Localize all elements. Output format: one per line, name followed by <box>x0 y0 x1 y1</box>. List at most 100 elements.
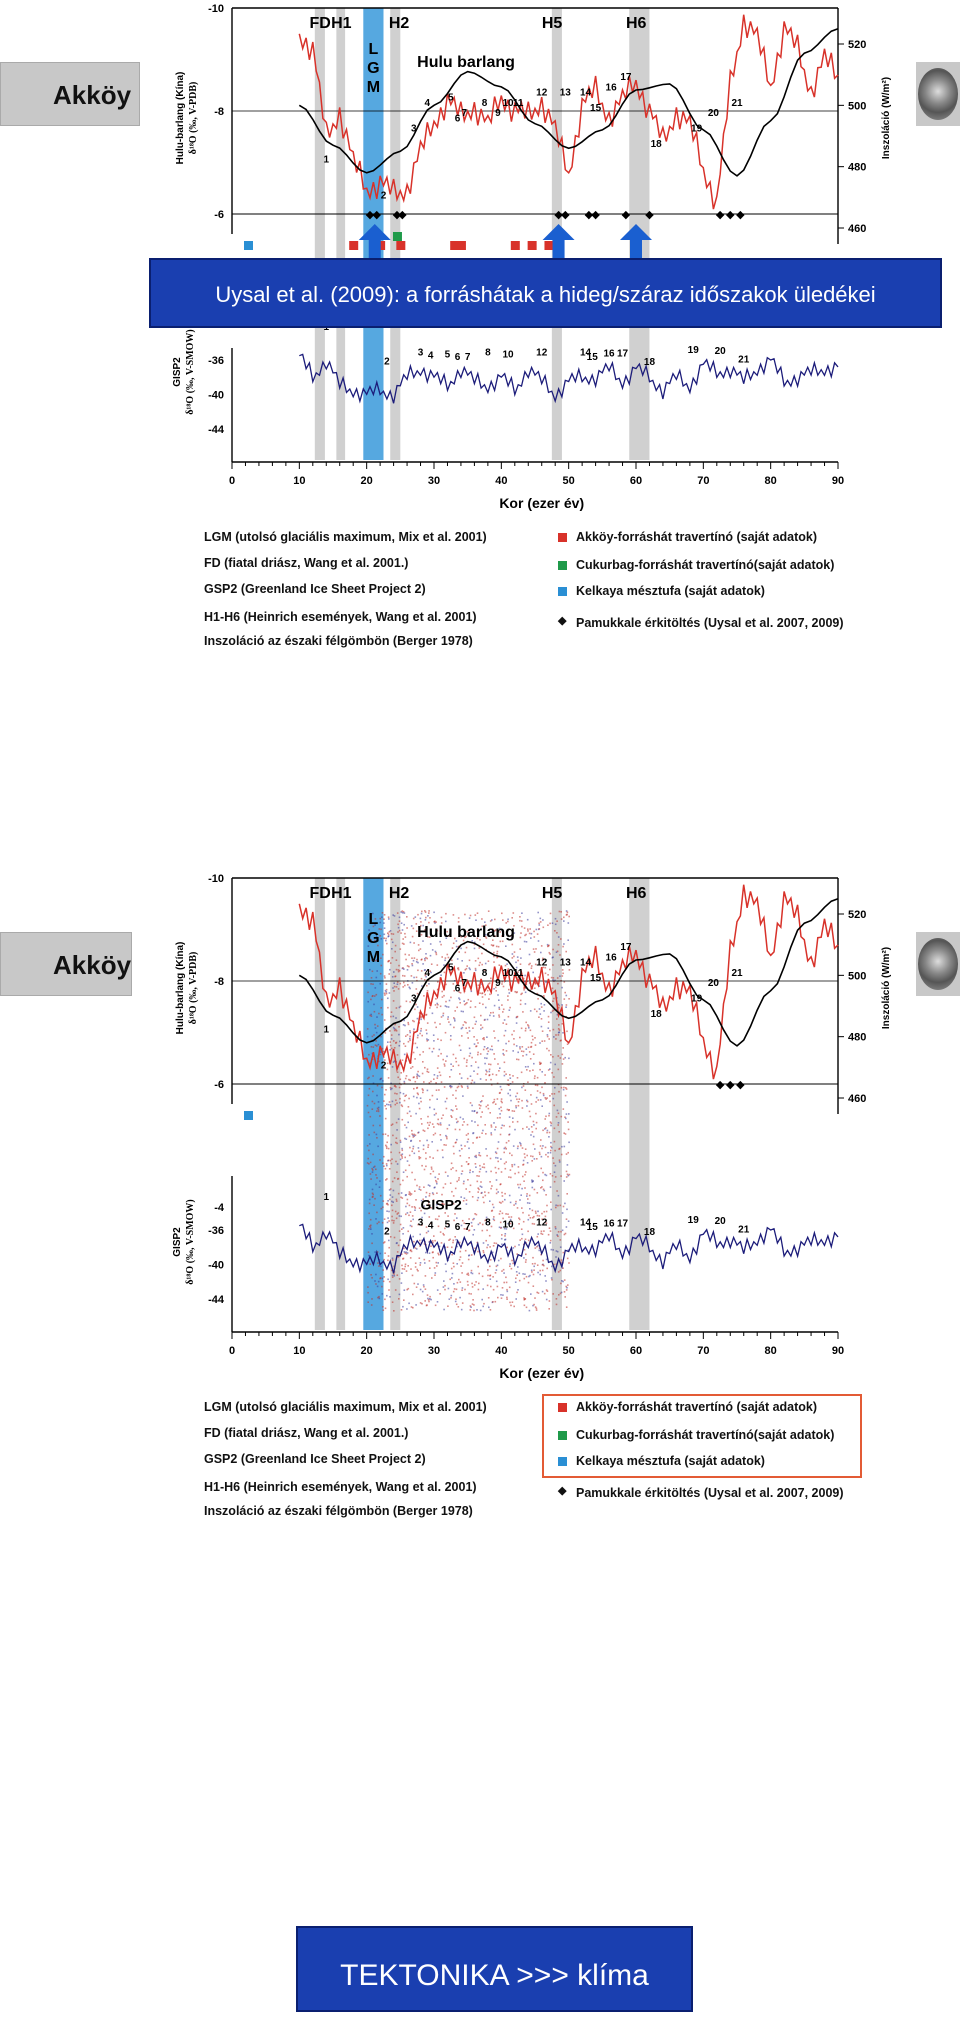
x-tick-label: 30 <box>428 475 440 487</box>
legend-akkoy: Akköy-forráshát travertínó (saját adatok… <box>576 1400 818 1414</box>
legend-fd: FD (fiatal driász, Wang et al. 2001.) <box>204 556 409 570</box>
pamukkale-diamond: ◆ <box>736 1079 745 1091</box>
gisp-event-number: 15 <box>587 1222 599 1233</box>
hulu-ylabel-2: δ¹⁸O (‰, V-PDB) <box>188 82 199 155</box>
insol-ylabel: Inszoláció (W/m²) <box>881 947 892 1029</box>
gisp-event-number: 4 <box>428 1220 434 1231</box>
gisp-event-number: 14 <box>580 348 592 359</box>
diamond-icon: ◆ <box>558 615 567 627</box>
caption-banner: TEKTONIKA >>> klíma <box>296 1926 693 2012</box>
lgm-label: M <box>367 79 380 96</box>
slide-1: Akköy -10 -8 -6 520 500 480 460 FD H1 H2 H5 H6 L G M Hu… <box>0 0 960 660</box>
event-number: 6 <box>455 983 461 994</box>
pamukkale-diamond: ◆ <box>736 209 745 221</box>
pamukkale-diamond: ◆ <box>554 209 563 221</box>
x-tick-label: 30 <box>428 1345 440 1357</box>
gisp-event-number: 18 <box>644 1227 656 1238</box>
gisp-event-number: 5 <box>445 349 451 360</box>
heinrich-band <box>336 878 346 1330</box>
event-number: 9 <box>495 978 501 989</box>
kelkaya-marker <box>558 1457 567 1466</box>
gisp-ylabel: GISP2 <box>172 357 183 387</box>
event-number: 10 <box>503 968 515 979</box>
pamukkale-diamond: ◆ <box>591 209 600 221</box>
x-tick-label: 0 <box>229 1345 235 1357</box>
insol-tick-label: 500 <box>848 970 866 982</box>
x-tick-label: 60 <box>630 1345 642 1357</box>
arrow-head <box>620 224 652 240</box>
arrow-head <box>542 224 575 240</box>
event-number: 9 <box>495 108 501 119</box>
cukurbag-square <box>392 232 402 241</box>
x-tick-label: 60 <box>630 475 642 487</box>
pamukkale-diamond: ◆ <box>366 209 375 221</box>
lgm-label: M <box>367 949 380 966</box>
gisp-event-number: 12 <box>536 1218 548 1229</box>
insol-tick-label: 500 <box>848 100 866 112</box>
event-number: 15 <box>590 973 602 984</box>
akkoy-square <box>510 241 520 250</box>
x-tick-label: 80 <box>765 475 777 487</box>
x-tick-label: 70 <box>697 475 709 487</box>
legend-insolation: Inszoláció az északi félgömbön (Berger 1… <box>204 634 473 648</box>
hulu-series-line <box>298 884 839 1080</box>
lgm-band <box>363 878 384 1330</box>
pamukkale-diamond: ◆ <box>726 209 735 221</box>
event-number: 13 <box>560 958 572 969</box>
gisp-event-number: 17 <box>617 349 629 360</box>
heinrich-band <box>314 8 325 460</box>
x-axis-title: Kor (ezer év) <box>499 1365 584 1381</box>
x-tick-label: 0 <box>229 475 235 487</box>
cukurbag-marker <box>558 1431 567 1440</box>
akkoy-square <box>456 241 466 250</box>
x-tick-label: 80 <box>765 1345 777 1357</box>
pamukkale-diamond: ◆ <box>716 209 725 221</box>
gisp-event-number: 7 <box>465 1222 471 1233</box>
gisp-event-number: 20 <box>715 1216 727 1227</box>
hulu-ylabel: Hulu-barlang (Kína) <box>175 942 186 1035</box>
event-number: 17 <box>620 942 632 953</box>
insol-ylabel: Inszoláció (W/m²) <box>881 77 892 159</box>
event-label-h5: H5 <box>542 885 563 902</box>
pamukkale-diamond: ◆ <box>622 209 631 221</box>
x-tick-label: 20 <box>361 475 373 487</box>
gisp-event-number: 2 <box>384 356 390 367</box>
gisp-tick-label: -4 <box>214 1202 225 1214</box>
gisp-tick-label: -36 <box>208 1225 224 1237</box>
hulu-ylabel: Hulu-barlang (Kína) <box>175 72 186 165</box>
gisp-tick-label: -36 <box>208 355 224 367</box>
insolation-series-line <box>298 897 839 1047</box>
legend-lgm: LGM (utolsó glaciális maximum, Mix et al… <box>204 530 487 544</box>
gisp-event-number: 18 <box>644 357 656 368</box>
gisp-tick-label: -40 <box>208 1259 224 1271</box>
gisp-event-number: 21 <box>738 1225 750 1236</box>
gisp-event-number: 6 <box>455 1222 461 1233</box>
lgm-label: G <box>367 60 379 77</box>
hulu-title: Hulu barlang <box>417 924 515 941</box>
legend-heinrich: H1-H6 (Heinrich események, Wang et al. 2… <box>204 1480 477 1494</box>
akkoy-marker <box>558 1403 567 1412</box>
gisp-event-number: 20 <box>715 346 727 357</box>
gisp-event-number: 16 <box>604 349 616 360</box>
event-number: 21 <box>731 98 743 109</box>
lgm-label: L <box>369 41 379 58</box>
event-label-fd: FD <box>310 15 331 32</box>
x-tick-label: 10 <box>293 1345 305 1357</box>
insol-tick-label: 480 <box>848 1032 866 1044</box>
hulu-tick-label: -8 <box>214 106 224 118</box>
hulu-series-line <box>298 14 839 210</box>
event-number: 2 <box>381 191 387 202</box>
caption-banner: Uysal et al. (2009): a forráshátak a hid… <box>149 258 942 328</box>
gisp-event-number: 8 <box>485 348 491 359</box>
event-label-fd: FD <box>310 885 331 902</box>
gisp-event-number: 6 <box>455 352 461 363</box>
gisp-event-number: 3 <box>418 1218 424 1229</box>
x-tick-label: 40 <box>495 1345 507 1357</box>
event-number: 8 <box>482 968 488 979</box>
event-number: 12 <box>536 958 548 969</box>
event-number: 4 <box>424 98 430 109</box>
kelkaya-square <box>244 1111 253 1120</box>
university-seal <box>916 932 960 996</box>
gisp-event-number: 14 <box>580 1218 592 1229</box>
event-number: 17 <box>620 72 632 83</box>
